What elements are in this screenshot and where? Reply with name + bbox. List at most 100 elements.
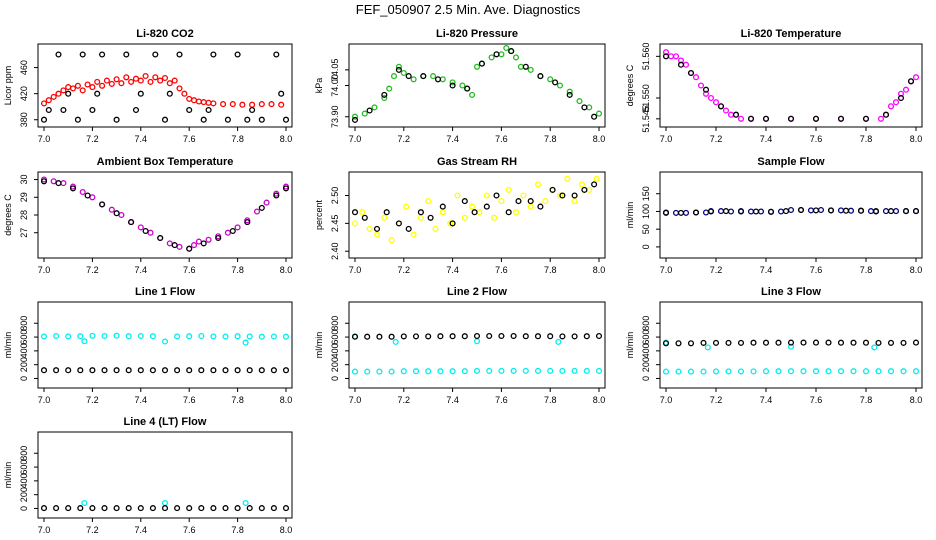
line2-ytick-label: 800: [330, 316, 340, 331]
rh-series-0-point: [351, 220, 359, 227]
co2-panel: Li-820 CO2 Licor ppm 7.0 7.2 7.4 7.6 7.8 8.0 380…: [3, 28, 293, 144]
line2-series-0-point: [364, 368, 371, 375]
box_temp-series-0-point: [108, 206, 115, 213]
sample_flow-series-0-point: [757, 208, 765, 215]
line1-series-0-point: [89, 332, 96, 339]
line1-series-0-point: [198, 332, 205, 340]
co2-series-1-point: [186, 106, 193, 114]
line1-series-0-point: [53, 332, 60, 340]
rh-panel: Gas Stream RH percent 7.0 7.2 7.4 7.6 7.8 8.0 2.…: [314, 156, 606, 275]
temperature-series-0-point: [912, 74, 920, 81]
temperature-series-0-point: [662, 49, 670, 56]
line2-series-1-point: [437, 333, 444, 340]
line4-series-1-point: [40, 505, 48, 512]
line3-ylabel: ml/min: [625, 332, 635, 359]
line3-ytick-label: 0: [641, 376, 651, 381]
line2-series-0-point: [555, 338, 562, 345]
sample_flow-xtick-label: 7.4: [760, 265, 773, 275]
co2-series-1-point: [249, 106, 256, 114]
sample_flow-ytick-label: 50: [641, 224, 651, 234]
sample_flow-series-0-point: [717, 208, 725, 215]
line2-series-0-point: [583, 367, 590, 374]
temperature-series-1-point: [662, 53, 670, 60]
line4-series-1-point: [174, 505, 181, 512]
box_temp-series-1-point: [55, 180, 62, 187]
co2-series-0-point: [186, 95, 193, 102]
co2-series-0-point: [132, 75, 140, 82]
co2-series-0-point: [128, 78, 135, 85]
sample_flow-series-0-point: [807, 207, 815, 214]
rh-title: Gas Stream RH: [437, 156, 517, 168]
line3-ytick-label: 600: [641, 330, 651, 345]
temperature-series-0-point: [667, 53, 675, 60]
line1-series-0-point: [282, 333, 290, 340]
line2-xtick-label: 7.8: [544, 395, 557, 405]
pressure-series-1-point: [478, 60, 485, 67]
line1-series-0-point: [246, 333, 253, 340]
box_temp-ytick-label: 30: [19, 175, 29, 185]
line2-xtick-label: 7.0: [349, 395, 362, 405]
co2-series-1-point: [224, 116, 231, 123]
rh-series-0-point: [476, 209, 483, 216]
temperature-xtick-label: 7.0: [660, 134, 673, 144]
sample_flow-series-0-point: [892, 208, 900, 215]
sample_flow-series-1-point: [887, 208, 895, 215]
line4-ytick-label: 200: [19, 487, 29, 502]
line4-series-1-point: [113, 505, 120, 512]
line3-series-0-point: [787, 343, 795, 350]
pressure-series-1-point: [591, 113, 598, 120]
line1-series-1-point: [234, 367, 241, 374]
co2-series-1-point: [79, 51, 86, 58]
pressure-series-0-point: [586, 104, 593, 111]
rh-series-0-point: [417, 214, 424, 221]
line3-xtick-label: 7.2: [710, 395, 723, 405]
temperature-xtick-label: 7.6: [810, 134, 823, 144]
pressure-series-0-point: [503, 44, 510, 52]
co2-series-0-point: [190, 97, 198, 104]
co2-series-0-point: [94, 78, 101, 85]
line4-series-1-point: [161, 505, 169, 512]
line3-ytick-label: 800: [641, 316, 651, 331]
line4-ytick-label: 800: [19, 446, 29, 461]
line3-series-0-point: [800, 368, 807, 375]
pressure-panel: Li-820 Pressure kPa 7.0 7.2 7.4 7.6 7.8 8.0 73.9…: [314, 28, 606, 144]
pressure-series-0-point: [439, 76, 446, 83]
line3-series-0-point: [750, 368, 757, 375]
line1-series-1-point: [174, 367, 181, 374]
co2-plot-frame: [37, 43, 293, 128]
line1-series-0-point: [210, 333, 217, 340]
box_temp-series-1-point: [186, 245, 193, 252]
box_temp-series-0-point: [137, 224, 144, 231]
line2-series-1-point: [559, 333, 566, 340]
sample_flow-series-0-point: [747, 208, 755, 215]
co2-series-0-point: [181, 90, 188, 97]
box_temp-series-0-point: [79, 188, 86, 196]
co2-series-1-point: [65, 90, 72, 97]
line1-series-1-point: [258, 367, 265, 374]
co2-series-0-point: [258, 101, 265, 108]
sample_flow-series-1-point: [827, 207, 835, 214]
line3-series-0-point: [887, 368, 895, 375]
box_temp-plot-frame: [37, 171, 293, 259]
line1-xtick-label: 8.0: [280, 395, 293, 405]
pressure-series-1-point: [537, 73, 544, 80]
sample_flow-series-0-point: [682, 209, 690, 216]
line2-series-1-point: [449, 333, 456, 340]
co2-series-1-point: [200, 116, 207, 123]
line1-xtick-label: 7.8: [231, 395, 244, 405]
sample_flow-series-0-point: [777, 208, 785, 215]
box_temp-series-1-point: [113, 210, 120, 217]
line3-series-1-point: [662, 340, 670, 347]
co2-series-0-point: [229, 101, 236, 108]
line1-series-1-point: [198, 367, 205, 374]
line3-series-1-point: [787, 339, 795, 346]
box_temp-series-1-point: [229, 227, 236, 235]
line1-series-0-point: [161, 338, 169, 345]
co2-series-1-point: [132, 106, 140, 114]
co2-series-0-point: [200, 99, 207, 106]
co2-series-1-point: [205, 106, 212, 114]
sample_flow-ytick-label: 150: [641, 186, 651, 201]
line3-series-0-point: [700, 368, 707, 375]
page-title: FEF_050907 2.5 Min. Ave. Diagnostics: [355, 2, 581, 17]
line2-series-0-point: [571, 367, 578, 374]
